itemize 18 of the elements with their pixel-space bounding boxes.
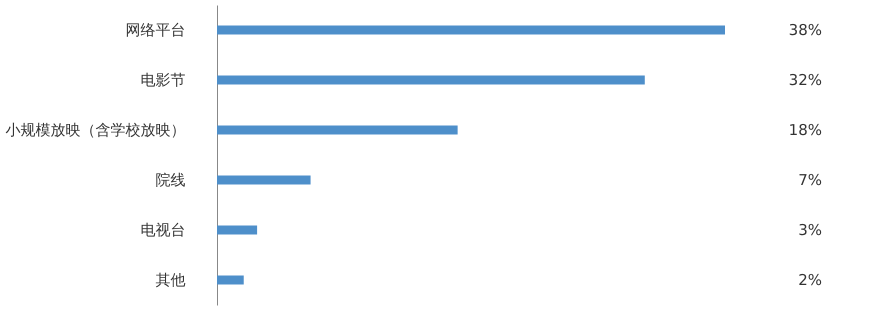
data-label: 38% (788, 21, 822, 39)
y-tick-label: 院线 (156, 171, 186, 189)
data-label: 7% (798, 171, 822, 189)
data-label: 2% (798, 271, 822, 289)
bar (217, 176, 311, 184)
data-label: 32% (788, 71, 822, 89)
bar (217, 226, 258, 234)
y-tick-label: 小规模放映（含学校放映） (6, 121, 186, 139)
bar (217, 276, 244, 284)
data-label: 18% (788, 121, 822, 139)
y-tick-label: 网络平台 (126, 21, 186, 39)
y-tick-label: 电视台 (140, 221, 186, 239)
bar (217, 26, 725, 34)
y-tick-label: 其他 (156, 271, 186, 289)
bar (217, 76, 645, 84)
bar (217, 126, 458, 134)
y-tick-label: 电影节 (140, 71, 186, 89)
data-label: 3% (798, 221, 822, 239)
